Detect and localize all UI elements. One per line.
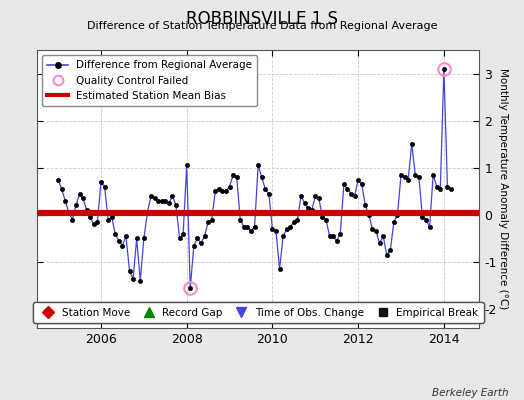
Text: ROBBINSVILLE 1 S: ROBBINSVILLE 1 S [186, 10, 338, 28]
Y-axis label: Monthly Temperature Anomaly Difference (°C): Monthly Temperature Anomaly Difference (… [498, 68, 508, 310]
Legend: Station Move, Record Gap, Time of Obs. Change, Empirical Break: Station Move, Record Gap, Time of Obs. C… [32, 302, 484, 323]
Text: Berkeley Earth: Berkeley Earth [432, 388, 508, 398]
Text: Difference of Station Temperature Data from Regional Average: Difference of Station Temperature Data f… [87, 21, 437, 31]
